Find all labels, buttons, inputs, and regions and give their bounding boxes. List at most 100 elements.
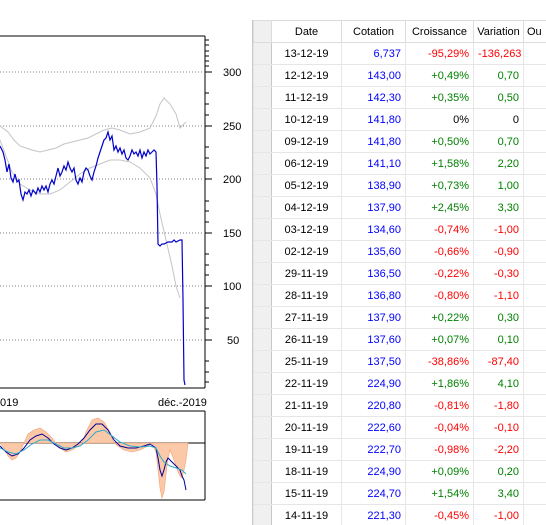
- row-selector-header[interactable]: [253, 20, 272, 43]
- table-row[interactable]: 21-11-19 220,80 -0,81% -1,80: [253, 394, 546, 417]
- cell-variation: -87,40: [473, 350, 524, 373]
- cell-cotation: 143,00: [341, 64, 406, 87]
- cell-variation: -1,00: [473, 504, 524, 525]
- cell-ouverture: [523, 394, 546, 417]
- cell-date: 25-11-19: [271, 350, 342, 373]
- cell-cotation: 224,90: [341, 460, 406, 483]
- cell-variation: 1,00: [473, 174, 524, 197]
- cell-ouverture: [523, 86, 546, 109]
- cell-cotation: 134,60: [341, 218, 406, 241]
- cell-ouverture: [523, 284, 546, 307]
- table-row[interactable]: 11-12-19 142,30 +0,35% 0,50: [253, 86, 546, 109]
- cell-ouverture: [523, 174, 546, 197]
- cell-ouverture: [523, 328, 546, 351]
- cell-ouverture: [523, 416, 546, 439]
- cell-ouverture: [523, 240, 546, 263]
- row-selector: [253, 482, 272, 505]
- cell-ouverture: [523, 262, 546, 285]
- cell-date: 26-11-19: [271, 328, 342, 351]
- cell-cotation: 135,60: [341, 240, 406, 263]
- row-selector: [253, 196, 272, 219]
- table-header-row: Date Cotation Croissance Variation Ou: [253, 20, 546, 43]
- quotes-table: Date Cotation Croissance Variation Ou 13…: [253, 20, 546, 525]
- cell-croissance: +0,49%: [405, 64, 474, 87]
- cell-date: 05-12-19: [271, 174, 342, 197]
- cell-cotation: 141,10: [341, 152, 406, 175]
- column-header-date[interactable]: Date: [271, 20, 342, 43]
- cell-variation: 3,40: [473, 482, 524, 505]
- cell-croissance: 0%: [405, 108, 474, 131]
- row-selector: [253, 328, 272, 351]
- table-row[interactable]: 13-12-19 6,737 -95,29% -136,263: [253, 42, 546, 65]
- cell-cotation: 141,80: [341, 108, 406, 131]
- cell-croissance: +0,22%: [405, 306, 474, 329]
- cell-variation: -1,10: [473, 284, 524, 307]
- table-row[interactable]: 20-11-19 222,60 -0,04% -0,10: [253, 416, 546, 439]
- cell-variation: 3,30: [473, 196, 524, 219]
- cell-variation: -0,30: [473, 262, 524, 285]
- cell-date: 09-12-19: [271, 130, 342, 153]
- cell-variation: 4,10: [473, 372, 524, 395]
- cell-ouverture: [523, 350, 546, 373]
- table-row[interactable]: 26-11-19 137,60 +0,07% 0,10: [253, 328, 546, 351]
- table-row[interactable]: 22-11-19 224,90 +1,86% 4,10: [253, 372, 546, 395]
- cell-cotation: 224,70: [341, 482, 406, 505]
- row-selector: [253, 416, 272, 439]
- cell-croissance: +0,73%: [405, 174, 474, 197]
- table-row[interactable]: 04-12-19 137,90 +2,45% 3,30: [253, 196, 546, 219]
- cell-variation: -1,00: [473, 218, 524, 241]
- price-line: [0, 129, 186, 386]
- column-header-cotation[interactable]: Cotation: [341, 20, 406, 43]
- cell-variation: -136,263: [473, 42, 524, 65]
- table-row[interactable]: 02-12-19 135,60 -0,66% -0,90: [253, 240, 546, 263]
- row-selector: [253, 306, 272, 329]
- table-row[interactable]: 09-12-19 141,80 +0,50% 0,70: [253, 130, 546, 153]
- cell-date: 21-11-19: [271, 394, 342, 417]
- table-row[interactable]: 06-12-19 141,10 +1,58% 2,20: [253, 152, 546, 175]
- price-chart-pane[interactable]: 300 250 200 150 100 50 019 déc.-2019: [0, 0, 246, 525]
- column-header-ouverture[interactable]: Ou: [523, 20, 546, 43]
- table-row[interactable]: 15-11-19 224,70 +1,54% 3,40: [253, 482, 546, 505]
- row-selector: [253, 350, 272, 373]
- table-row[interactable]: 05-12-19 138,90 +0,73% 1,00: [253, 174, 546, 197]
- row-selector: [253, 460, 272, 483]
- cell-croissance: +0,07%: [405, 328, 474, 351]
- upper-band-line: [0, 97, 187, 153]
- column-header-variation[interactable]: Variation: [473, 20, 524, 43]
- table-row[interactable]: 29-11-19 136,50 -0,22% -0,30: [253, 262, 546, 285]
- quotes-table-pane[interactable]: Date Cotation Croissance Variation Ou 13…: [252, 20, 546, 525]
- cell-cotation: 221,30: [341, 504, 406, 525]
- row-selector: [253, 152, 272, 175]
- cell-croissance: -0,74%: [405, 218, 474, 241]
- table-row[interactable]: 03-12-19 134,60 -0,74% -1,00: [253, 218, 546, 241]
- table-row[interactable]: 12-12-19 143,00 +0,49% 0,70: [253, 64, 546, 87]
- cell-cotation: 141,80: [341, 130, 406, 153]
- table-row[interactable]: 19-11-19 222,70 -0,98% -2,20: [253, 438, 546, 461]
- y-tick-label: 250: [223, 121, 241, 133]
- table-row[interactable]: 28-11-19 136,80 -0,80% -1,10: [253, 284, 546, 307]
- table-row[interactable]: 18-11-19 224,90 +0,09% 0,20: [253, 460, 546, 483]
- table-row[interactable]: 14-11-19 221,30 -0,45% -1,00: [253, 504, 546, 525]
- cell-cotation: 138,90: [341, 174, 406, 197]
- row-selector: [253, 108, 272, 131]
- table-row[interactable]: 25-11-19 137,50 -38,86% -87,40: [253, 350, 546, 373]
- cell-cotation: 224,90: [341, 372, 406, 395]
- row-selector: [253, 86, 272, 109]
- cell-variation: -2,20: [473, 438, 524, 461]
- column-header-croissance[interactable]: Croissance: [405, 20, 474, 43]
- cell-variation: -0,90: [473, 240, 524, 263]
- cell-date: 22-11-19: [271, 372, 342, 395]
- y-tick-label: 50: [227, 335, 239, 347]
- table-row[interactable]: 10-12-19 141,80 0% 0: [253, 108, 546, 131]
- oscillator-line-light: [0, 429, 187, 475]
- cell-ouverture: [523, 438, 546, 461]
- lower-band-line: [0, 139, 181, 299]
- cell-variation: 0,70: [473, 64, 524, 87]
- cell-croissance: -95,29%: [405, 42, 474, 65]
- cell-ouverture: [523, 196, 546, 219]
- cell-croissance: +1,58%: [405, 152, 474, 175]
- cell-cotation: 136,50: [341, 262, 406, 285]
- row-selector: [253, 64, 272, 87]
- table-row[interactable]: 27-11-19 137,90 +0,22% 0,30: [253, 306, 546, 329]
- cell-date: 19-11-19: [271, 438, 342, 461]
